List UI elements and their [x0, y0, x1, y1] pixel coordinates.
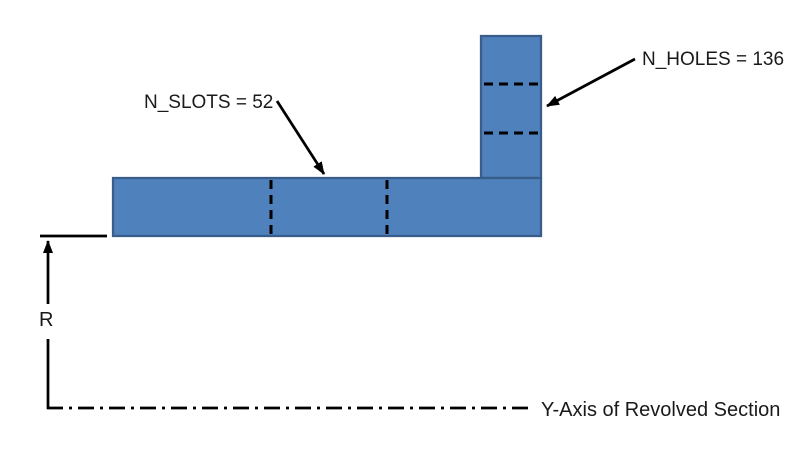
radius-label: R [39, 309, 54, 331]
axis-label: Y-Axis of Revolved Section [541, 399, 781, 421]
section-flange-rect [479, 34, 543, 180]
slots-leader-arrow [275, 100, 326, 175]
holes-leader-arrow [546, 57, 636, 108]
section-web-rect [111, 176, 543, 238]
holes-label: N_HOLES = 136 [642, 49, 785, 70]
slots-label: N_SLOTS = 52 [144, 92, 274, 113]
